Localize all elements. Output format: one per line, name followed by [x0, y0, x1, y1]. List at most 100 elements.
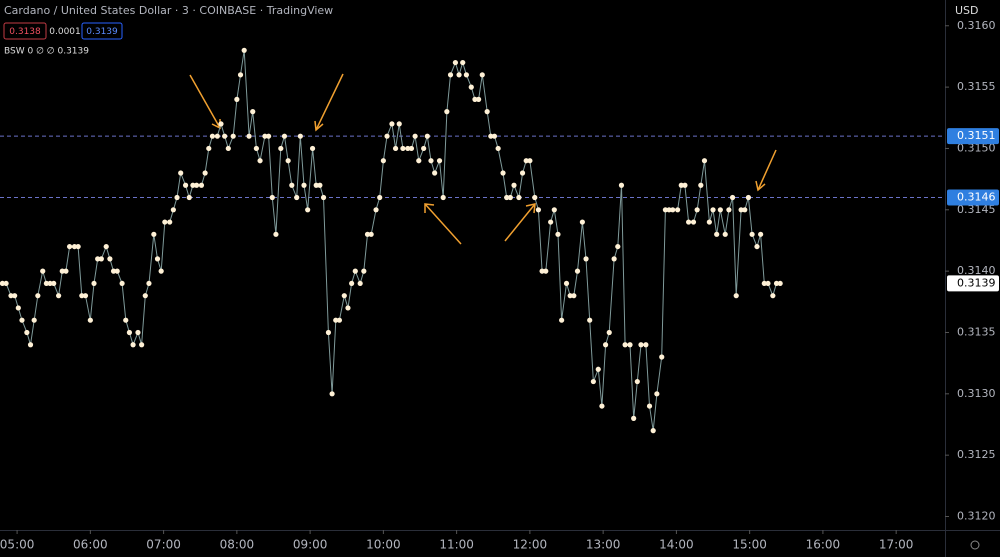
price-dot: [368, 231, 374, 237]
arrow: [504, 203, 536, 242]
price-dot: [659, 354, 665, 360]
price-dot: [336, 317, 343, 323]
price-dot: [460, 59, 466, 66]
y-tick-label: 0.3135: [957, 325, 996, 338]
price-dot: [516, 194, 522, 201]
settings-icon[interactable]: [970, 540, 980, 550]
price-dot: [504, 194, 510, 201]
price-dot: [281, 133, 288, 139]
price-dot: [408, 145, 415, 152]
price-dot: [51, 280, 57, 287]
price-dot: [690, 219, 697, 225]
price-dot: [714, 231, 720, 237]
price-dot: [56, 293, 62, 299]
price-dot: [602, 342, 609, 348]
bid-box: [3, 22, 47, 40]
price-dot: [167, 219, 173, 225]
x-tick-label: 07:00: [146, 538, 181, 552]
price-dot: [79, 293, 85, 299]
x-tick-label: 11:00: [439, 538, 474, 552]
price-dot: [317, 182, 323, 188]
price-dot: [654, 391, 660, 397]
price-dot: [15, 305, 21, 311]
price-dot: [444, 109, 450, 115]
price-dot: [24, 329, 30, 336]
price-dot: [329, 391, 335, 397]
price-dot: [500, 170, 506, 176]
price-dot: [313, 182, 319, 188]
price-dot: [440, 194, 446, 201]
price-dot: [722, 231, 728, 237]
currency[interactable]: USD: [955, 4, 979, 17]
x-tick-label: 16:00: [806, 538, 841, 552]
price-dot: [701, 158, 708, 164]
price-dot: [777, 280, 783, 287]
price-dot: [412, 133, 418, 139]
price-label: 0.3151: [957, 129, 996, 142]
y-tick-label: 0.3150: [957, 141, 996, 154]
price-dot: [405, 145, 411, 152]
price-dot: [396, 121, 402, 127]
price-dot: [135, 329, 141, 336]
price-dot: [559, 317, 565, 323]
price-dot: [384, 133, 390, 139]
price-dot: [139, 342, 145, 348]
price-dot: [519, 170, 526, 176]
price-dot: [400, 145, 406, 152]
price-dot: [555, 231, 561, 237]
chart-title: Cardano / United States Dollar · 3 · COI…: [4, 4, 333, 17]
price-dot: [107, 256, 113, 262]
price-dot: [193, 182, 200, 188]
price-dot: [662, 207, 669, 213]
price-label-box: [947, 189, 999, 206]
price-dot: [551, 207, 557, 213]
price-dot: [114, 268, 120, 274]
price-dot: [646, 403, 653, 409]
price-dot: [631, 415, 637, 421]
price-dot: [463, 72, 469, 78]
price-dot: [230, 133, 236, 139]
price-dot: [416, 158, 422, 164]
last-price-box: [947, 275, 999, 292]
price-dot: [742, 207, 748, 213]
y-tick-label: 0.3140: [957, 264, 996, 277]
price-dot: [47, 280, 53, 287]
x-tick-label: 08:00: [220, 538, 255, 552]
price-dot: [222, 133, 228, 139]
x-tick-label: 05:00: [0, 538, 34, 552]
price-dot: [158, 268, 164, 274]
price-dot: [468, 84, 474, 90]
price-dot: [285, 158, 291, 164]
x-tick-label: 06:00: [73, 538, 108, 552]
price-dot: [253, 145, 259, 152]
arrow: [757, 149, 777, 191]
price-dot: [436, 158, 443, 164]
price-dot: [421, 145, 427, 152]
price-label: 0.3146: [957, 191, 996, 204]
last-price-label: 0.3139: [957, 276, 996, 289]
price-dot: [733, 293, 739, 299]
x-tick-label: 12:00: [513, 538, 548, 552]
ask-box: [81, 22, 123, 40]
price-dot: [618, 182, 625, 188]
price-dot: [606, 329, 612, 336]
price-dot: [745, 194, 752, 201]
price-dot: [532, 194, 538, 201]
y-tick-label: 0.3120: [957, 510, 996, 523]
price-dot: [389, 121, 395, 127]
price-dot: [698, 182, 704, 188]
price-dot: [392, 145, 399, 152]
x-tick-label: 17:00: [879, 538, 914, 552]
price-dot: [590, 378, 596, 385]
price-dot: [190, 182, 196, 188]
price-dot: [587, 317, 593, 323]
price-dot: [0, 280, 6, 287]
price-dot: [380, 158, 386, 164]
price-dot: [95, 256, 101, 262]
price-dot: [309, 145, 316, 152]
price-dot: [278, 145, 284, 152]
price-dot: [627, 342, 633, 348]
arrow: [315, 73, 344, 131]
price-dot: [615, 243, 621, 250]
